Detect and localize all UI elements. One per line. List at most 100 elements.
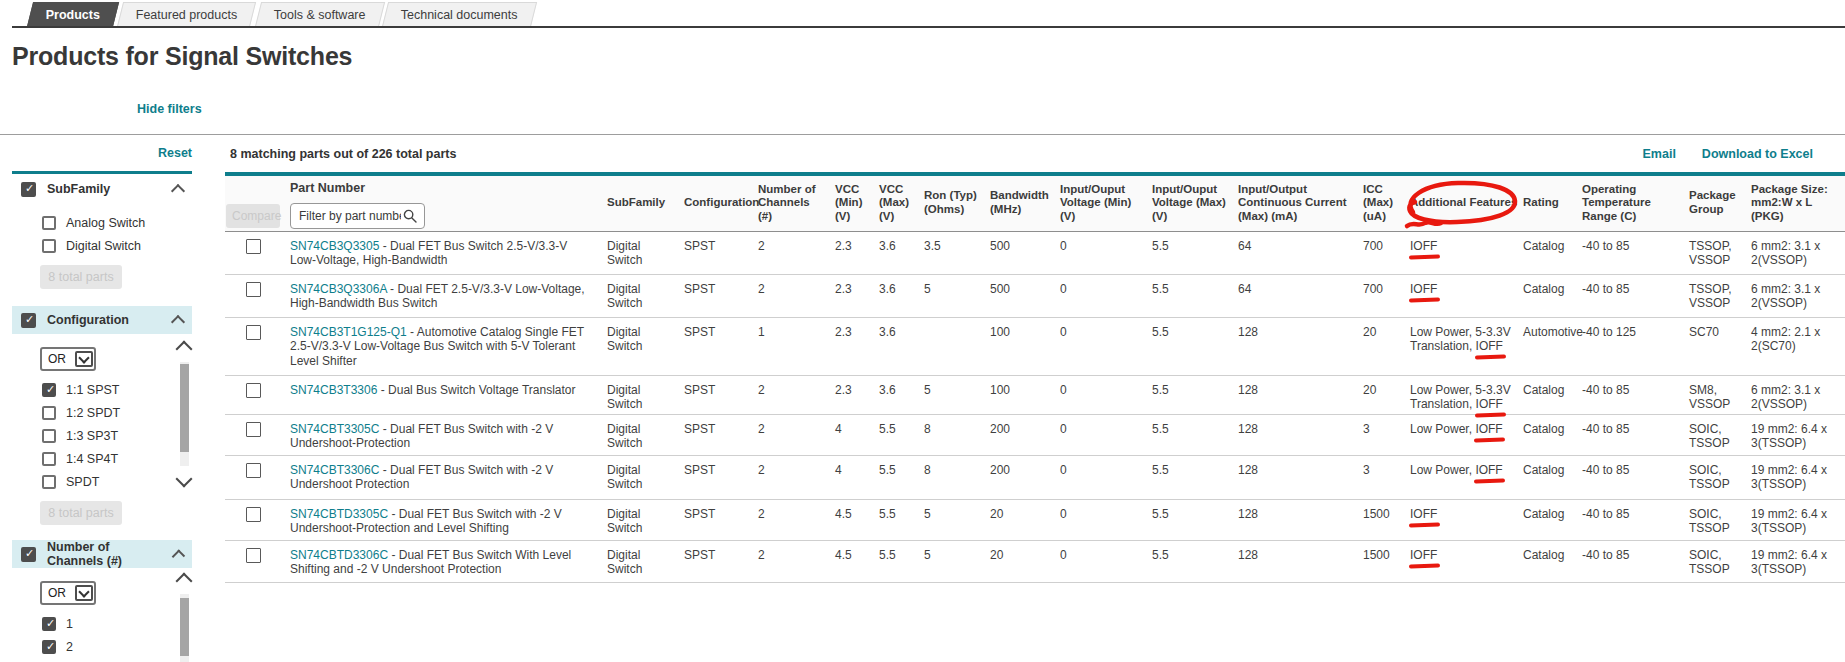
filter-option-1-1-spst[interactable]: 1:1 SPST (42, 382, 192, 397)
scrollbar-thumb[interactable] (180, 598, 189, 656)
column-header-bandwidth-mhz[interactable]: Bandwidth (MHz) (983, 174, 1053, 231)
scroll-down-icon[interactable] (176, 471, 193, 488)
cell-io-i-max: 128 (1231, 540, 1356, 582)
part-number-link[interactable]: SN74CBT3305C (290, 422, 379, 436)
option-checkbox[interactable] (42, 475, 56, 489)
filter-option-spdt[interactable]: SPDT (42, 474, 192, 489)
filter-section-channels: Number of Channels (#) OR 1 2 (12, 540, 192, 654)
cell-rating: Catalog (1516, 499, 1575, 540)
cell-vcc-max: 3.6 (872, 375, 917, 414)
column-header-package-group[interactable]: Package Group (1682, 174, 1744, 231)
column-header-vcc-max-v[interactable]: VCC (Max) (V) (872, 174, 917, 231)
option-checkbox[interactable] (42, 640, 56, 654)
filter-header-subfamily[interactable]: SubFamily (12, 171, 192, 204)
scrollbar-thumb[interactable] (180, 364, 189, 452)
table-header-row: Compare Part Number SubFamilyConfigurati… (225, 174, 1845, 231)
option-label: 1:4 SP4T (66, 452, 118, 466)
compare-button[interactable]: Compare (226, 204, 280, 228)
column-header-subfamily[interactable]: SubFamily (600, 174, 677, 231)
email-link[interactable]: Email (1643, 147, 1676, 161)
cell-temp-range: -40 to 125 (1575, 317, 1682, 375)
chevron-up-icon[interactable] (171, 315, 185, 329)
column-header-number-of-channels[interactable]: Number of Channels (#) (751, 174, 828, 231)
chevron-up-icon[interactable] (171, 184, 185, 198)
row-checkbox[interactable] (246, 422, 261, 437)
option-checkbox[interactable] (42, 452, 56, 466)
cell-pkg-size: 6 mm2: 3.1 x 2(VSSOP) (1744, 231, 1845, 274)
column-header-input-ouput-voltage-min-v[interactable]: Input/Ouput Voltage (Min) (V) (1053, 174, 1145, 231)
part-description: - Dual Bus Switch Voltage Translator (377, 383, 575, 397)
row-checkbox[interactable] (246, 383, 261, 398)
column-header-configuration[interactable]: Configuration (677, 174, 751, 231)
part-cell: SN74CBT3305C - Dual FET Bus Switch with … (283, 414, 600, 455)
row-checkbox[interactable] (246, 463, 261, 478)
row-checkbox[interactable] (246, 239, 261, 254)
row-checkbox[interactable] (246, 282, 261, 297)
scroll-up-icon[interactable] (176, 573, 193, 590)
column-header-operating-temperature-range-c[interactable]: Operating Temperature Range (C) (1575, 174, 1682, 231)
tab-technical-documents[interactable]: Technical documents (382, 2, 537, 27)
column-header-icc-max-ua[interactable]: ICC (Max) (uA) (1356, 174, 1403, 231)
chevron-down-icon[interactable] (75, 585, 93, 601)
row-checkbox[interactable] (246, 548, 261, 563)
tab-tools-software[interactable]: Tools & software (255, 2, 385, 27)
tab-products[interactable]: Products (27, 2, 119, 27)
cell-bandwidth: 20 (983, 499, 1053, 540)
configuration-scrollbar[interactable] (174, 338, 194, 490)
chevron-down-icon[interactable] (75, 351, 93, 367)
operator-select-configuration[interactable]: OR (40, 347, 96, 371)
part-number-filter-input[interactable] (291, 208, 403, 224)
chevron-up-icon[interactable] (172, 549, 185, 562)
filter-option-1-2-spdt[interactable]: 1:2 SPDT (42, 405, 192, 420)
column-header-vcc-min-v[interactable]: VCC (Min) (V) (828, 174, 872, 231)
option-checkbox[interactable] (42, 383, 56, 397)
operator-select-number-of-channels[interactable]: OR (40, 581, 96, 605)
column-header-rating[interactable]: Rating (1516, 174, 1575, 231)
filter-option-1-3-sp3t[interactable]: 1:3 SP3T (42, 428, 192, 443)
part-number-link[interactable]: SN74CBT3306C (290, 463, 379, 477)
cell-pkg-size: 19 mm2: 6.4 x 3(TSSOP) (1744, 540, 1845, 582)
cell-io-v-min: 0 (1053, 499, 1145, 540)
row-checkbox[interactable] (246, 325, 261, 340)
column-header-additional-features[interactable]: Additional Features (1403, 174, 1516, 231)
option-checkbox[interactable] (42, 406, 56, 420)
hide-filters-link[interactable]: Hide filters (137, 102, 202, 116)
filter-header-number-of-channels[interactable]: Number of Channels (#) (12, 540, 192, 568)
channels-scrollbar[interactable] (174, 570, 194, 662)
filter-option-2[interactable]: 2 (42, 639, 192, 654)
filter-checkbox-number-of-channels[interactable] (21, 547, 36, 562)
part-number-link[interactable]: SN74CBTD3306C (290, 548, 388, 562)
option-checkbox[interactable] (42, 429, 56, 443)
option-checkbox[interactable] (42, 216, 56, 230)
part-number-link[interactable]: SN74CB3T1G125-Q1 (290, 325, 407, 339)
part-number-link[interactable]: SN74CBTD3305C (290, 507, 388, 521)
reset-filters-link[interactable]: Reset (0, 146, 192, 160)
table-row: SN74CBT3305C - Dual FET Bus Switch with … (225, 414, 1845, 455)
column-header-ron-typ-ohms[interactable]: Ron (Typ) (Ohms) (917, 174, 983, 231)
row-checkbox[interactable] (246, 507, 261, 522)
filter-option-analog-switch[interactable]: Analog Switch (42, 215, 192, 230)
cell-pkg-group: SM8, VSSOP (1682, 375, 1744, 414)
filter-checkbox-configuration[interactable] (21, 313, 36, 328)
tab-featured-products[interactable]: Featured products (117, 2, 257, 27)
filter-option-digital-switch[interactable]: Digital Switch (42, 238, 192, 253)
column-header-label: VCC (Min) (V) (835, 183, 862, 222)
column-header-input-output-continuous-current-max-ma[interactable]: Input/Output Continuous Current (Max) (m… (1231, 174, 1356, 231)
column-header-label: Operating Temperature Range (C) (1582, 183, 1651, 222)
filter-header-configuration[interactable]: Configuration (12, 306, 192, 334)
option-checkbox[interactable] (42, 617, 56, 631)
part-number-link[interactable]: SN74CB3Q3305 (290, 239, 379, 253)
column-header-input-ouput-voltage-max-v[interactable]: Input/Ouput Voltage (Max) (V) (1145, 174, 1231, 231)
part-number-link[interactable]: SN74CB3Q3306A (290, 282, 387, 296)
cell-temp-range: -40 to 85 (1575, 414, 1682, 455)
column-header-package-size-mm2-w-x-l-pkg[interactable]: Package Size: mm2:W x L (PKG) (1744, 174, 1845, 231)
filter-option-1-4-sp4t[interactable]: 1:4 SP4T (42, 451, 192, 466)
option-checkbox[interactable] (42, 239, 56, 253)
part-number-link[interactable]: SN74CB3T3306 (290, 383, 377, 397)
table-row: SN74CB3Q3306A - Dual FET 2.5-V/3.3-V Low… (225, 274, 1845, 317)
scroll-up-icon[interactable] (176, 341, 193, 358)
download-to-excel-link[interactable]: Download to Excel (1702, 147, 1813, 161)
filter-option-1[interactable]: 1 (42, 616, 192, 631)
cell-configuration: SPST (677, 499, 751, 540)
filter-checkbox-subfamily[interactable] (21, 182, 36, 197)
